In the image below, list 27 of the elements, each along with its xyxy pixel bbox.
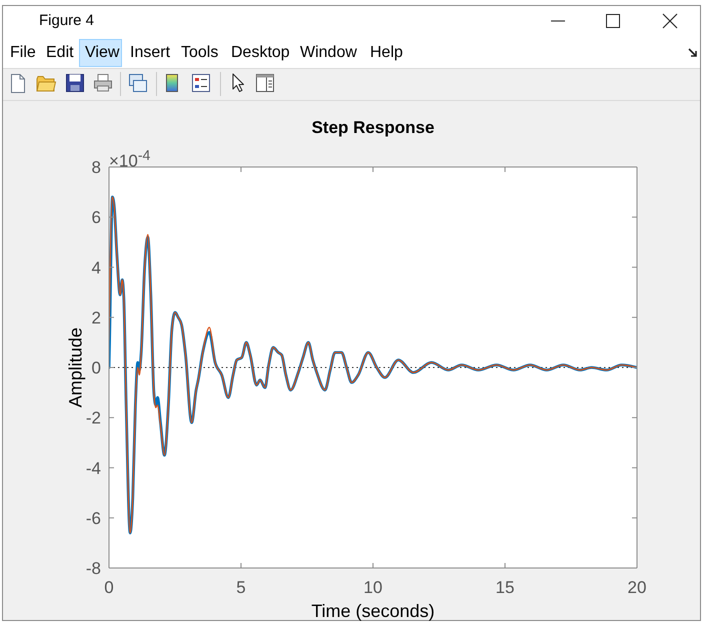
y-tick-label: 6 [92, 208, 101, 228]
x-tick-label: 5 [236, 578, 246, 597]
text: Window [300, 43, 357, 63]
y-axis-title: Amplitude [65, 327, 86, 408]
text: Edit [46, 43, 74, 63]
text: File [10, 43, 36, 63]
y-tick-label: 2 [92, 308, 101, 328]
y-tick-label: -8 [86, 559, 101, 578]
x-tick-label: 15 [496, 578, 514, 597]
text: Help [370, 43, 403, 63]
annotation: ×10$^{-4}$ [109, 147, 150, 172]
y-tick-label: -2 [86, 408, 101, 428]
y-tick-label: 0 [92, 358, 101, 378]
x-axis-title: Time (seconds) [311, 601, 435, 621]
caption: Figure 4 [39, 11, 94, 31]
text: Desktop [231, 43, 290, 63]
text: View [85, 43, 120, 63]
x-tick-label: 10 [364, 578, 382, 597]
y-tick-label: -4 [86, 458, 101, 478]
x-tick-label: 20 [628, 578, 646, 597]
chart-title: Step Response [310, 117, 436, 139]
y-tick-label: 8 [92, 158, 101, 178]
y-tick-label: -6 [86, 508, 101, 528]
text: Tools [181, 43, 218, 63]
x-tick-label: 0 [104, 578, 114, 597]
text: Insert [130, 43, 170, 63]
y-tick-label: 4 [92, 258, 101, 278]
